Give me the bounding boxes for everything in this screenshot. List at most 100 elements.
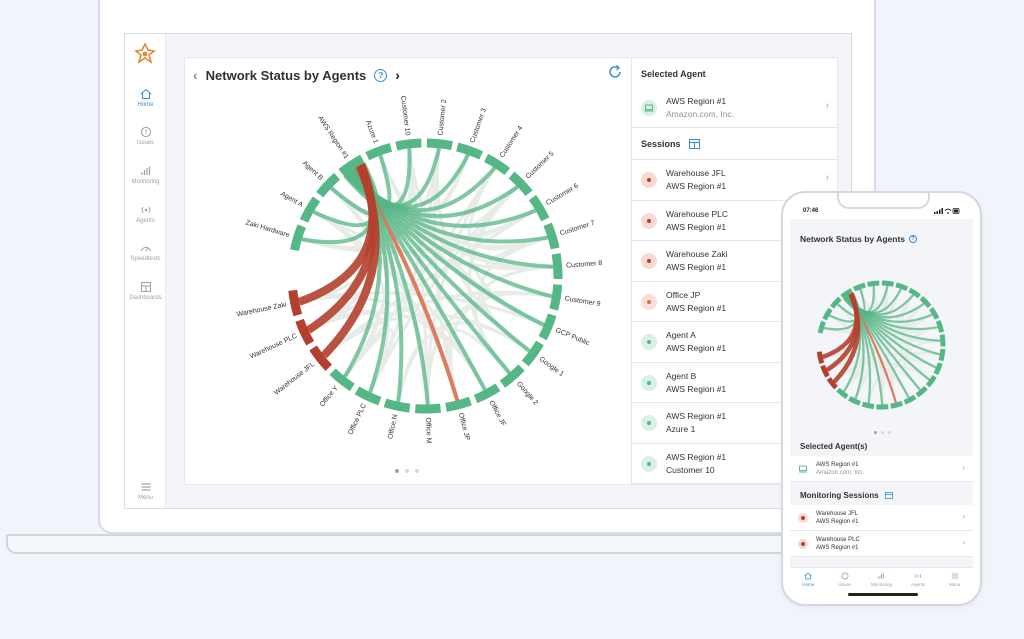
rail-item-menu[interactable]: Menu [125,481,166,501]
session-row[interactable]: Warehouse PLC AWS Region #1 [632,201,839,241]
session-line2: AWS Region #1 [816,545,859,551]
session-row[interactable]: Office JP AWS Region #1 [632,282,839,322]
phone-tab-issues[interactable]: Issues [827,568,864,597]
carousel-dot[interactable] [881,431,884,434]
session-text: Warehouse PLC AWS Region #1 [666,208,728,234]
chord-arc-warehouse-zaki [288,289,303,317]
chord-arc-office-m [414,403,442,414]
carousel-dot[interactable] [888,431,891,434]
rail-item-home[interactable]: Home [125,88,166,108]
chord-label-office-y: Office Y [319,384,340,408]
dashboard-icon[interactable] [688,139,700,149]
chord-arc-agent-a [299,196,321,223]
carousel-dot[interactable] [415,469,419,473]
chord-arc-google-2 [915,385,928,398]
carousel-dots [395,469,419,473]
chord-arc-office-jf [903,394,917,405]
session-line2: AWS Region #1 [666,383,727,394]
status-dot-icon [798,539,808,549]
main-area: ‹ Network Status by Agents ? › Zaki Hard… [166,34,851,508]
chord-arc-customer-3 [456,142,484,160]
chevron-left-icon[interactable]: ‹ [193,67,198,83]
session-row[interactable]: AWS Region #1 Azure 1 [632,403,839,444]
chord-arc-customer-4 [483,153,511,176]
session-row[interactable]: Warehouse JFL AWS Region #1 › [632,160,839,201]
chord-link-background [323,209,537,357]
rail-item-agents[interactable]: Agents [125,204,166,224]
chevron-right-icon[interactable]: › [825,100,829,111]
rail-item-dashboards[interactable]: Dashboards [125,281,166,301]
phone-selected-heading: Selected Agent(s) [790,437,973,456]
chord-label-customer-3: Customer 3 [469,107,488,144]
phone-tab-home[interactable]: Home [790,568,827,597]
chord-label-azure-1: Azure 1 [364,120,379,145]
rail-item-label: Home [137,102,154,108]
refresh-icon[interactable] [607,64,623,80]
rail-item-speedtests[interactable]: Speedtests [125,242,166,262]
help-icon[interactable]: ? [909,235,918,243]
session-row[interactable]: Agent B AWS Region #1 [632,363,839,403]
chord-arc-customer-5 [508,171,533,197]
status-dot-icon [641,415,657,431]
session-text: Office JP AWS Region #1 [666,289,726,315]
dashboards-icon [140,282,151,292]
agent-name: AWS Region #1 [666,96,727,106]
chord-label-office-jp: Office JP [457,412,471,441]
phone-chart-title: Network Status by Agents [800,234,906,244]
chord-label-google-1: Google 1 [538,356,565,378]
chord-arc-aws-region-1 [338,154,365,177]
rail-item-label: Agents [136,218,155,224]
chord-arc-azure-1 [365,143,393,161]
carousel-dot[interactable] [395,469,399,473]
chord-arc-warehouse-plc [820,364,830,378]
carousel-dot[interactable] [874,431,877,434]
rail-item-label: Menu [137,495,153,501]
agents-icon [915,573,922,579]
dashboard-icon[interactable] [884,492,893,499]
chevron-right-icon[interactable]: › [962,512,965,521]
rail-item-monitoring[interactable]: Monitoring [125,165,166,185]
chord-label-customer-10: Customer 10 [399,95,411,136]
phone-tab-label: Agents [911,582,926,587]
phone-tab-monitoring[interactable]: Monitoring [863,568,900,597]
sessions-heading: Sessions [632,128,839,160]
chord-arc-azure-1 [852,282,866,292]
phone-session-row[interactable]: Warehouse JFL AWS Region #1 › [790,505,973,531]
session-line2: AWS Region #1 [816,519,859,525]
chord-label-office-jf: Office JF [488,400,507,428]
phone-session-row[interactable]: Warehouse PLC AWS Region #1 › [790,531,973,557]
chord-arc-customer-8 [939,334,946,347]
chevron-right-icon[interactable]: › [825,172,829,183]
chord-arc-customer-9 [938,348,946,362]
phone-selected-agent-row[interactable]: AWS Region #1 Amazon.com, Inc. › [790,456,973,482]
chord-arc-warehouse-zaki [816,351,825,364]
phone-tab-agents[interactable]: Agents [900,568,937,597]
chord-arc-office-n [383,398,411,413]
session-row[interactable]: Agent A AWS Region #1 [632,322,839,363]
session-line1: AWS Region #1 [666,451,727,462]
status-dot-icon [798,513,808,523]
chevron-right-icon[interactable]: › [395,67,400,83]
session-row[interactable]: Warehouse Zaki AWS Region #1 [632,241,839,282]
rail-item-issues[interactable]: Issues [125,126,166,146]
chord-arc-google-2 [499,364,525,388]
selected-agent-heading: Selected Agent [641,69,706,79]
chord-arc-customer-6 [929,306,940,320]
chord-link-background [312,210,390,393]
chevron-right-icon[interactable]: › [962,538,965,547]
agents-icon [141,206,150,214]
chord-label-warehouse-jfl: Warehouse JFL [273,361,316,397]
phone-tab-menu[interactable]: Menu [936,568,973,597]
app-logo-icon[interactable] [133,42,157,66]
chevron-right-icon[interactable]: › [962,463,965,472]
session-text: Agent A AWS Region #1 [666,329,726,355]
session-text: Warehouse PLC AWS Region #1 [816,536,860,552]
help-icon[interactable]: ? [374,68,388,82]
chord-label-office-m: Office M [424,417,432,443]
carousel-dot[interactable] [405,469,409,473]
session-row[interactable]: AWS Region #1 Customer 10 [632,444,839,484]
chord-arc-gcp-public [538,313,557,341]
chart-title: Network Status by Agents [205,67,367,83]
selected-agent-row[interactable]: AWS Region #1 Amazon.com, Inc. › [632,88,839,128]
session-line2: AWS Region #1 [666,343,727,353]
